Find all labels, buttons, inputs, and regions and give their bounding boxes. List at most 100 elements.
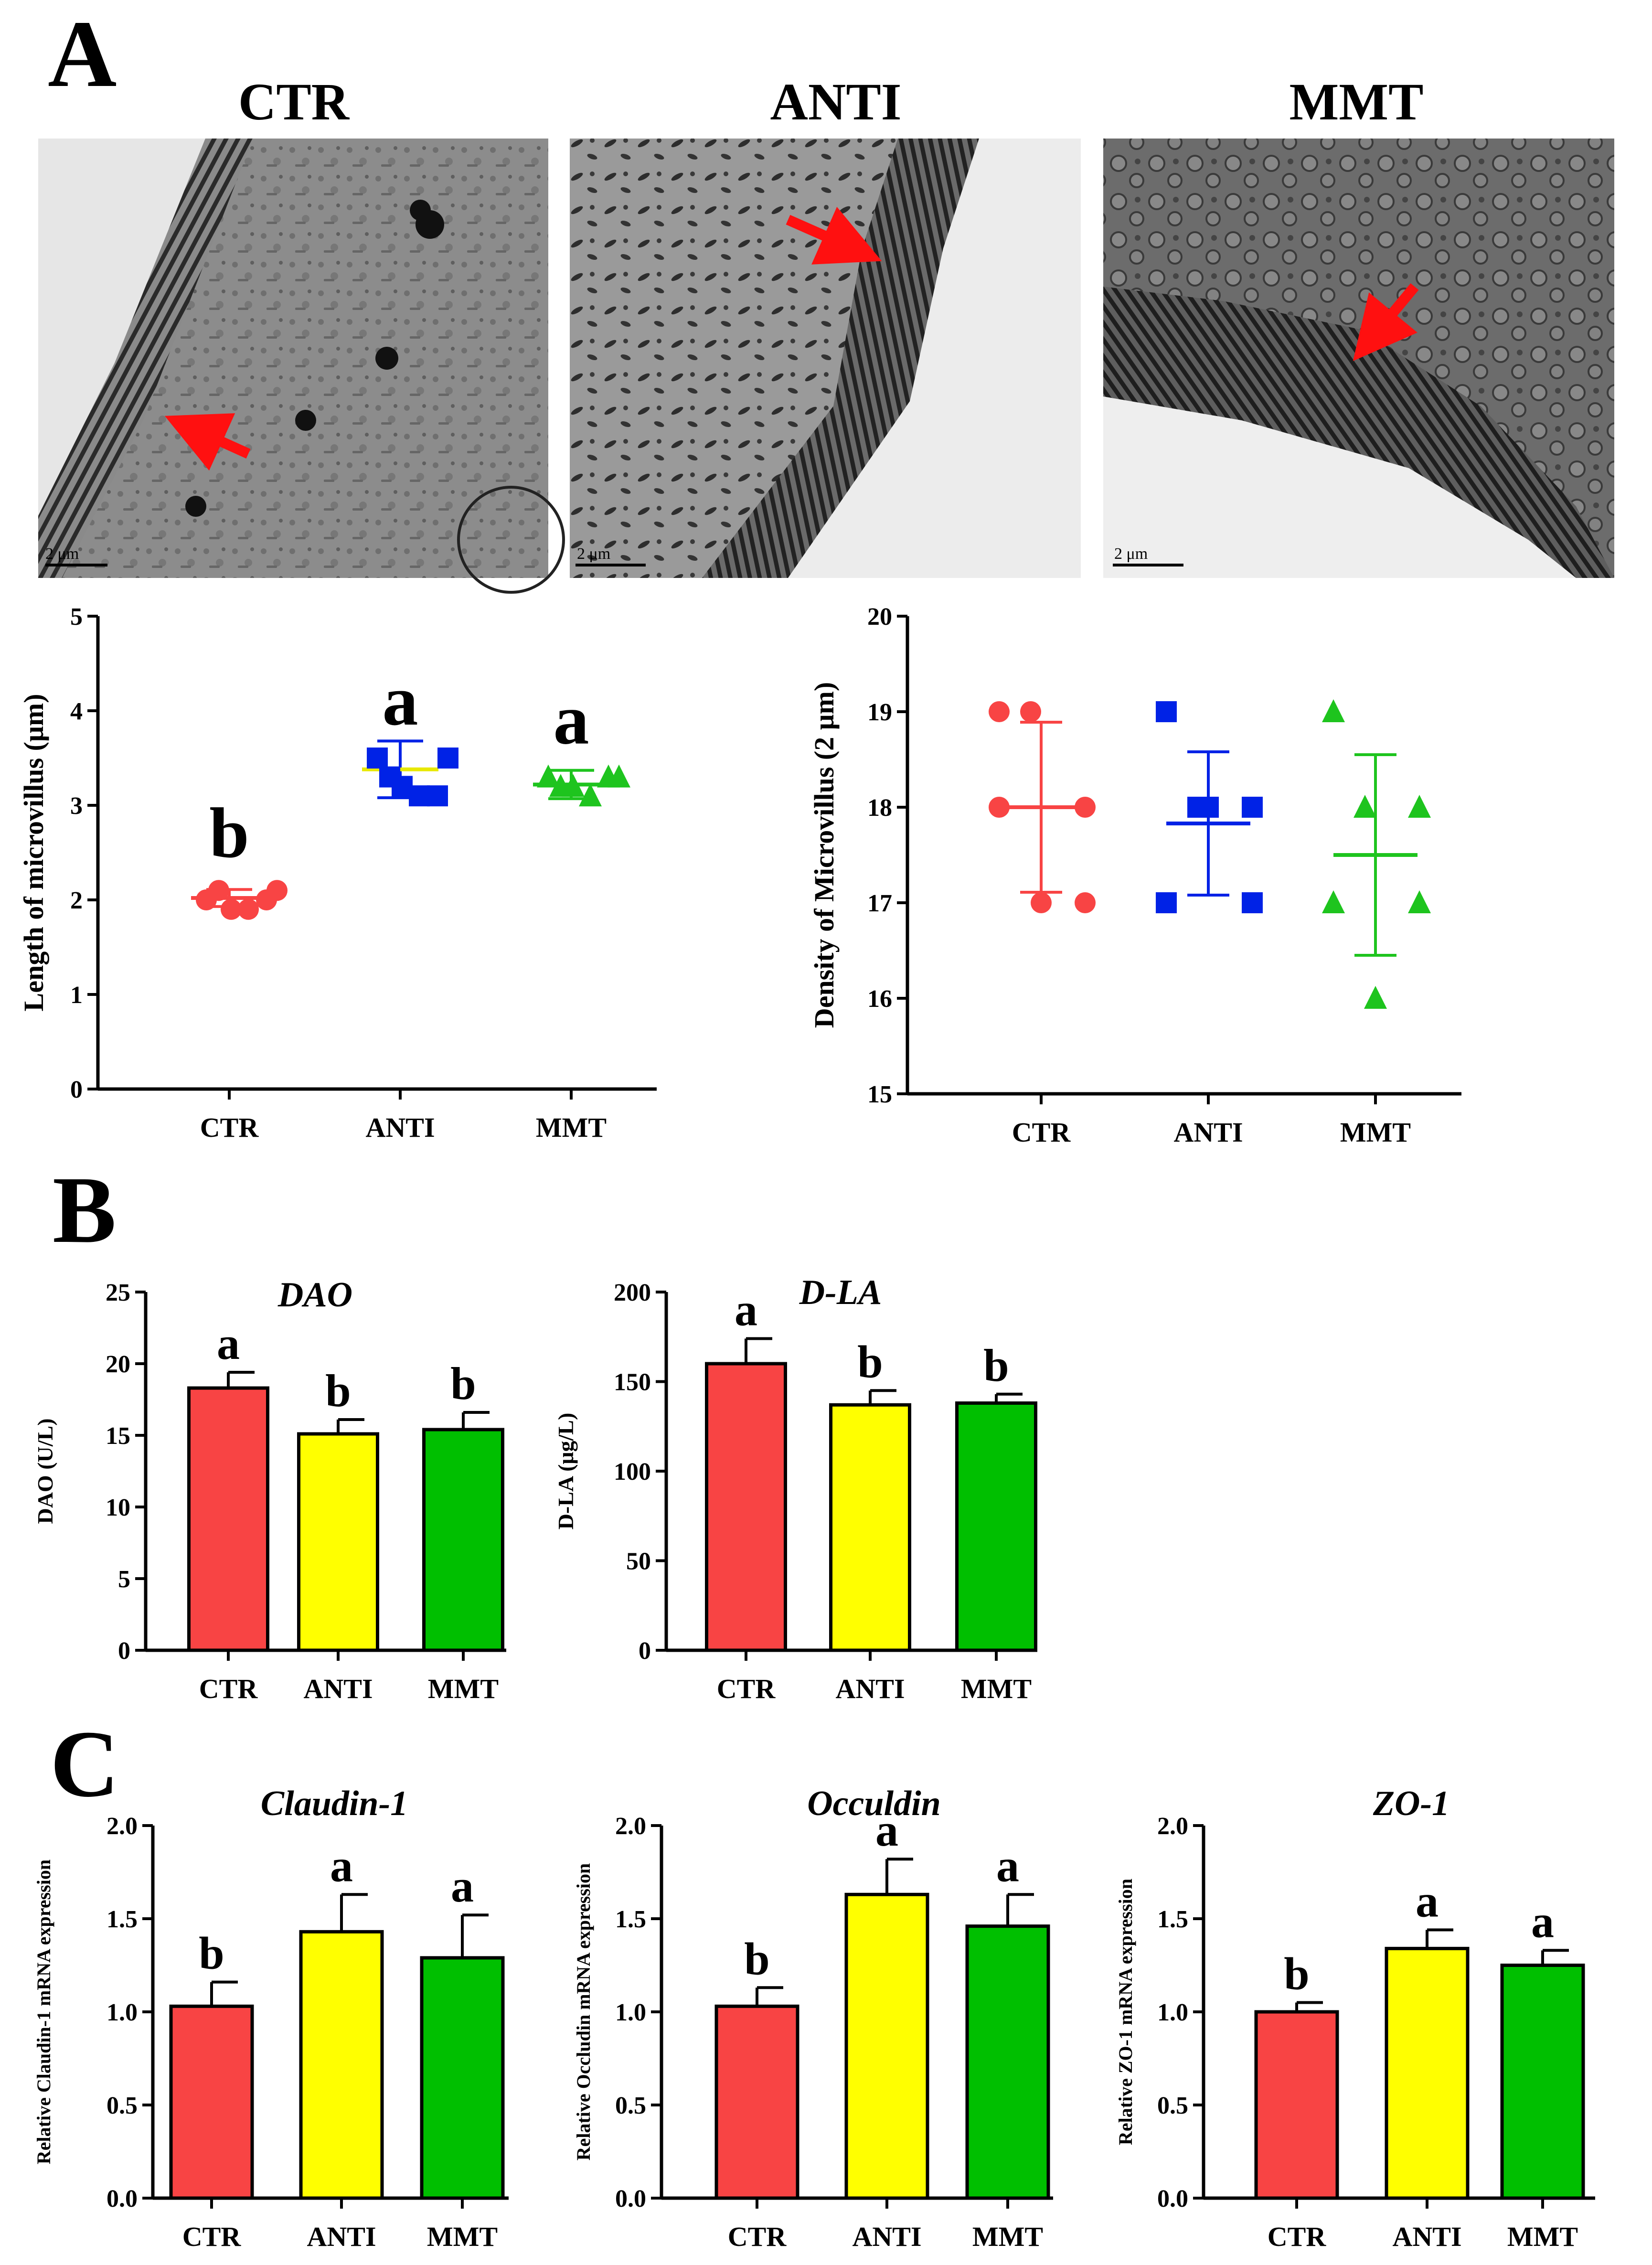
y-tick-label: 0.5: [1157, 2092, 1188, 2119]
y-tick-label: 2.0: [107, 1813, 138, 1840]
chart-title: ZO-1: [1373, 1784, 1449, 1823]
y-tick-label: 1: [70, 982, 83, 1009]
data-point-anti: [1198, 797, 1219, 818]
data-point-anti: [1156, 892, 1177, 913]
data-point-ctr: [266, 880, 288, 901]
bar-ctr: [714, 2004, 799, 2200]
y-axis-label: Relative Occludin mRNA expression: [573, 1863, 594, 2161]
x-tick-label: CTR: [199, 1673, 258, 1704]
y-axis-label: Density of Microvillus (2 μm): [809, 682, 840, 1028]
y-tick-label: 0: [639, 1637, 651, 1665]
data-point-anti: [1242, 797, 1263, 818]
y-tick-label: 0.0: [615, 2185, 646, 2212]
x-tick-label: ANTI: [835, 1673, 905, 1704]
data-point-ctr: [1031, 892, 1052, 913]
y-tick-label: 50: [626, 1548, 651, 1575]
y-axis-label: Relative Claudin-1 mRNA expression: [33, 1859, 54, 2164]
y-tick-label: 19: [867, 699, 892, 726]
y-tick-label: 5: [118, 1566, 130, 1593]
chart-claudin: Claudin-1 b a a 0.0 0.5 1.0 1.5 2.0 CTR ANTI MMT Rel…: [33, 1784, 509, 2252]
significance-letter: a: [875, 1805, 898, 1856]
y-tick-label: 0.5: [615, 2092, 646, 2119]
significance-letter: b: [1284, 1948, 1309, 1999]
bar-mmt: [965, 1924, 1050, 2200]
x-tick-label: MMT: [427, 2221, 498, 2252]
data-point-mmt: [579, 783, 602, 807]
significance-letter: a: [1416, 1875, 1439, 1926]
x-tick-label: MMT: [972, 2221, 1043, 2252]
y-tick-label: 100: [614, 1458, 651, 1485]
y-tick-label: 15: [867, 1081, 892, 1108]
y-axis-label: D-LA (μg/L): [554, 1413, 578, 1530]
x-tick-label: MMT: [428, 1673, 499, 1704]
bar-ctr: [187, 1386, 269, 1652]
y-tick-label: 16: [867, 985, 892, 1013]
x-tick-label: ANTI: [303, 1673, 373, 1704]
y-tick-label: 0.0: [107, 2185, 138, 2212]
chart-zo1: ZO-1 b a a 0.0 0.5 1.0 1.5 2.0 CTR ANTI MMT Relative…: [1115, 1784, 1595, 2252]
x-tick-label: CTR: [182, 2221, 242, 2252]
data-point-mmt: [1364, 986, 1387, 1009]
y-tick-label: 18: [867, 794, 892, 822]
bar-mmt: [955, 1401, 1037, 1652]
y-tick-label: 15: [106, 1422, 130, 1450]
significance-letter: a: [217, 1318, 240, 1369]
y-tick-label: 1.0: [107, 1999, 138, 2026]
y-tick-label: 0: [118, 1637, 130, 1665]
significance-letter: b: [209, 793, 249, 873]
y-axis-label: Length of microvillus (μm): [18, 694, 49, 1012]
significance-letter: b: [857, 1336, 883, 1387]
y-tick-label: 20: [106, 1351, 130, 1378]
x-tick-label: CTR: [728, 2221, 787, 2252]
significance-letter: b: [744, 1933, 769, 1984]
data-point-ctr: [238, 898, 259, 920]
data-point-mmt: [562, 774, 585, 797]
chart-title: Claudin-1: [261, 1784, 408, 1823]
chart-title: D-LA: [799, 1273, 882, 1312]
significance-letter: b: [325, 1365, 351, 1416]
micrograph-mmt: 2 μm: [1103, 139, 1614, 578]
x-tick-label: MMT: [961, 1673, 1032, 1704]
data-point-ctr: [1075, 797, 1096, 818]
y-tick-label: 10: [106, 1494, 130, 1521]
data-point-mmt: [1408, 795, 1431, 818]
y-tick-label: 2: [70, 887, 83, 914]
bar-anti: [1385, 1946, 1470, 2200]
chart-dao: DAO a b b 0 5 10 15 20 25 CTR ANTI MMT DAO (U/L): [33, 1275, 506, 1704]
data-point-mmt: [537, 764, 560, 788]
y-tick-label: 1.0: [615, 1999, 646, 2026]
data-point-ctr: [989, 701, 1010, 722]
chart-title: DAO: [277, 1275, 352, 1314]
panel-label-a: A: [48, 1, 117, 107]
y-tick-label: 150: [614, 1369, 651, 1396]
significance-letter: a: [554, 680, 589, 759]
chart-occludin: Occuldin b a a 0.0 0.5 1.0 1.5 2.0 CTR ANTI MMT Rela…: [573, 1784, 1053, 2252]
scale-bar-mmt: 2 μm: [1114, 545, 1148, 563]
y-tick-label: 5: [70, 603, 83, 630]
bar-anti: [844, 1892, 929, 2200]
y-tick-label: 20: [867, 603, 892, 630]
data-point-mmt: [1354, 795, 1376, 818]
micrograph-title-mmt: MMT: [1289, 73, 1423, 131]
y-tick-label: 2.0: [1157, 1813, 1188, 1840]
y-tick-label: 0.0: [1157, 2185, 1188, 2212]
x-tick-label: MMT: [1340, 1117, 1411, 1148]
data-point-anti: [1156, 701, 1177, 722]
y-tick-label: 4: [70, 698, 83, 725]
data-point-anti: [367, 748, 388, 769]
chart-density: 15 16 17 18 19 20 CTR ANTI MMT Density of Microvi…: [809, 603, 1461, 1148]
data-point-anti: [409, 785, 430, 807]
bar-ctr: [169, 2004, 254, 2200]
significance-letter: a: [451, 1860, 474, 1912]
significance-letter: a: [383, 661, 418, 740]
scale-bar-ctr: 2 μm: [45, 545, 79, 563]
y-tick-label: 1.5: [107, 1906, 138, 1933]
data-point-mmt: [1322, 890, 1345, 913]
y-tick-label: 0.5: [107, 2092, 138, 2119]
y-tick-label: 200: [614, 1279, 651, 1306]
significance-letter: a: [1531, 1896, 1554, 1947]
bar-mmt: [422, 1428, 504, 1652]
x-tick-label: ANTI: [1173, 1117, 1243, 1148]
y-tick-label: 1.0: [1157, 1999, 1188, 2026]
